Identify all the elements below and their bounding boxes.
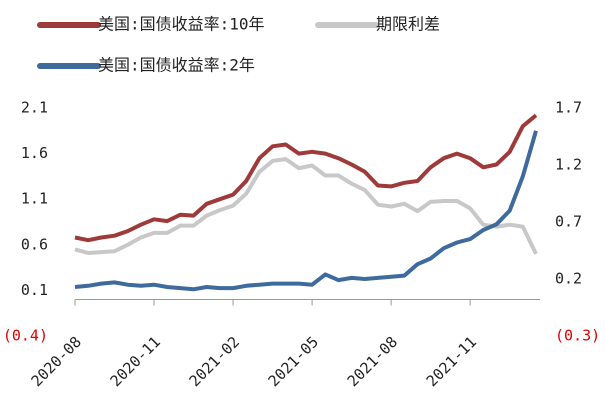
x-tick-label: 2020-11	[107, 333, 164, 390]
y-tick-label: (0.4)	[3, 327, 48, 345]
y-tick-label: 0.1	[21, 281, 48, 299]
y2-tick-label: 0.7	[555, 213, 582, 231]
x-tick-label: 2021-11	[423, 333, 480, 390]
series-line	[74, 113, 538, 243]
y-tick-label: 1.1	[21, 190, 48, 208]
x-tick-label: 2021-08	[344, 333, 401, 390]
legend-label: 美国:国债收益率:10年	[98, 15, 265, 34]
y2-tick-label: 1.7	[555, 99, 582, 117]
legend-label: 美国:国债收益率:2年	[98, 56, 255, 75]
legend-label: 期限利差	[376, 15, 440, 34]
x-tick-label: 2021-02	[186, 333, 243, 390]
y-tick-label: 0.6	[21, 235, 48, 253]
y-tick-label: 1.6	[21, 144, 48, 162]
y2-tick-label: 0.2	[555, 270, 582, 288]
series-line	[74, 130, 538, 292]
y2-tick-label: 1.2	[555, 156, 582, 174]
y2-tick-label: (0.3)	[555, 327, 600, 345]
y-tick-label: 2.1	[21, 99, 48, 117]
x-tick-label: 2021-05	[265, 333, 322, 390]
series-line	[74, 157, 538, 255]
